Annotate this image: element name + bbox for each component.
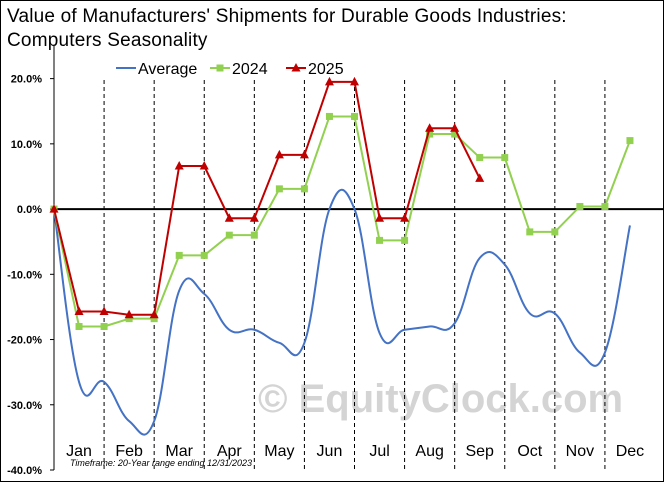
- month-label: Feb: [115, 443, 143, 460]
- chart-series: [49, 76, 634, 436]
- month-label: Sep: [465, 443, 494, 460]
- data-point-2025: [49, 204, 59, 213]
- y-tick-label: 0.0%: [17, 204, 42, 216]
- data-point-2025: [350, 76, 359, 86]
- legend-item-2024: 2024: [210, 61, 268, 78]
- chart-grid: [103, 80, 606, 470]
- month-label: Nov: [566, 443, 594, 460]
- data-point-2024: [200, 251, 208, 259]
- data-point-2024: [125, 315, 133, 323]
- data-point-2024: [225, 231, 233, 239]
- data-point-2024: [501, 154, 509, 162]
- data-point-2025: [425, 123, 435, 132]
- data-point-2025: [475, 173, 485, 182]
- data-point-2024: [351, 112, 358, 120]
- data-point-2025: [450, 123, 460, 132]
- series-line-average: [53, 188, 631, 436]
- watermark-text: © EquityClock.com: [258, 377, 623, 421]
- data-point-2025: [199, 161, 209, 170]
- legend-item-average: Average: [116, 61, 197, 78]
- chart-title: Value of Manufacturers' Shipments for Du…: [7, 5, 657, 53]
- data-point-2025: [274, 149, 284, 159]
- month-label: Jul: [369, 443, 389, 460]
- month-label: Jun: [317, 443, 343, 460]
- data-point-2024: [376, 236, 384, 244]
- chart-axes: -40.0% -30.0% -20.0% -10.0% 0.0% 10.0% 20.0% Ja…: [7, 46, 663, 477]
- data-point-2024: [401, 236, 409, 244]
- data-point-2025: [149, 309, 159, 319]
- y-tick-label: -40.0%: [7, 465, 42, 477]
- legend-label-2025: 2025: [308, 61, 344, 78]
- timeframe-note: Timeframe: 20-Year range ending 12/31/20…: [70, 458, 252, 468]
- data-point-2025: [400, 213, 410, 222]
- series-2025: [49, 76, 485, 319]
- y-tick-label: 20.0%: [11, 74, 42, 86]
- data-point-2025: [324, 76, 334, 86]
- data-point-2024: [300, 185, 308, 193]
- data-point-2024: [526, 228, 534, 236]
- data-point-2024: [626, 137, 634, 145]
- data-point-2024: [250, 231, 258, 239]
- month-label: Apr: [217, 443, 243, 460]
- y-tick-label: 10.0%: [11, 139, 42, 151]
- series-average: [53, 188, 631, 436]
- month-label: Aug: [415, 443, 443, 460]
- legend-label-average: Average: [138, 61, 197, 78]
- legend-label-2024: 2024: [232, 61, 268, 78]
- month-label: Mar: [165, 443, 193, 460]
- series-line-2024: [53, 115, 631, 328]
- chart-title-line2: Computers Seasonality: [7, 30, 208, 51]
- legend-marker-2024: [216, 64, 224, 72]
- chart-legend: Average 2024 2025: [116, 61, 344, 78]
- data-point-2025: [174, 161, 184, 170]
- data-point-2024: [551, 228, 559, 236]
- y-tick-label: -30.0%: [7, 400, 42, 412]
- data-point-2025: [249, 213, 259, 222]
- legend-item-2025: 2025: [286, 61, 344, 78]
- data-point-2025: [124, 309, 134, 319]
- data-point-2024: [75, 322, 83, 330]
- y-tick-label: -20.0%: [7, 335, 42, 347]
- month-label: Jan: [66, 443, 92, 460]
- y-tick-label: -10.0%: [7, 269, 42, 281]
- chart-title-line1: Value of Manufacturers' Shipments for Du…: [7, 6, 567, 27]
- data-point-2024: [100, 322, 108, 330]
- legend-marker-2025: [291, 63, 301, 72]
- data-point-2025: [299, 149, 309, 159]
- series-line-2025: [53, 80, 481, 316]
- data-point-2025: [99, 306, 109, 315]
- data-point-2024: [451, 130, 459, 138]
- data-point-2024: [175, 251, 183, 259]
- data-point-2024: [325, 112, 333, 120]
- series-2024: [50, 112, 634, 330]
- data-point-2025: [74, 306, 84, 315]
- month-label: Dec: [616, 443, 644, 460]
- data-point-2024: [275, 185, 283, 193]
- data-point-2024: [150, 315, 158, 323]
- watermark: © EquityClock.com: [258, 377, 623, 421]
- month-label: May: [264, 443, 294, 460]
- data-point-2024: [476, 154, 484, 162]
- month-label: Oct: [517, 443, 542, 460]
- data-point-2025: [224, 213, 234, 222]
- data-point-2024: [576, 202, 584, 210]
- data-point-2024: [601, 202, 609, 210]
- data-point-2025: [375, 213, 385, 222]
- data-point-2024: [426, 130, 434, 138]
